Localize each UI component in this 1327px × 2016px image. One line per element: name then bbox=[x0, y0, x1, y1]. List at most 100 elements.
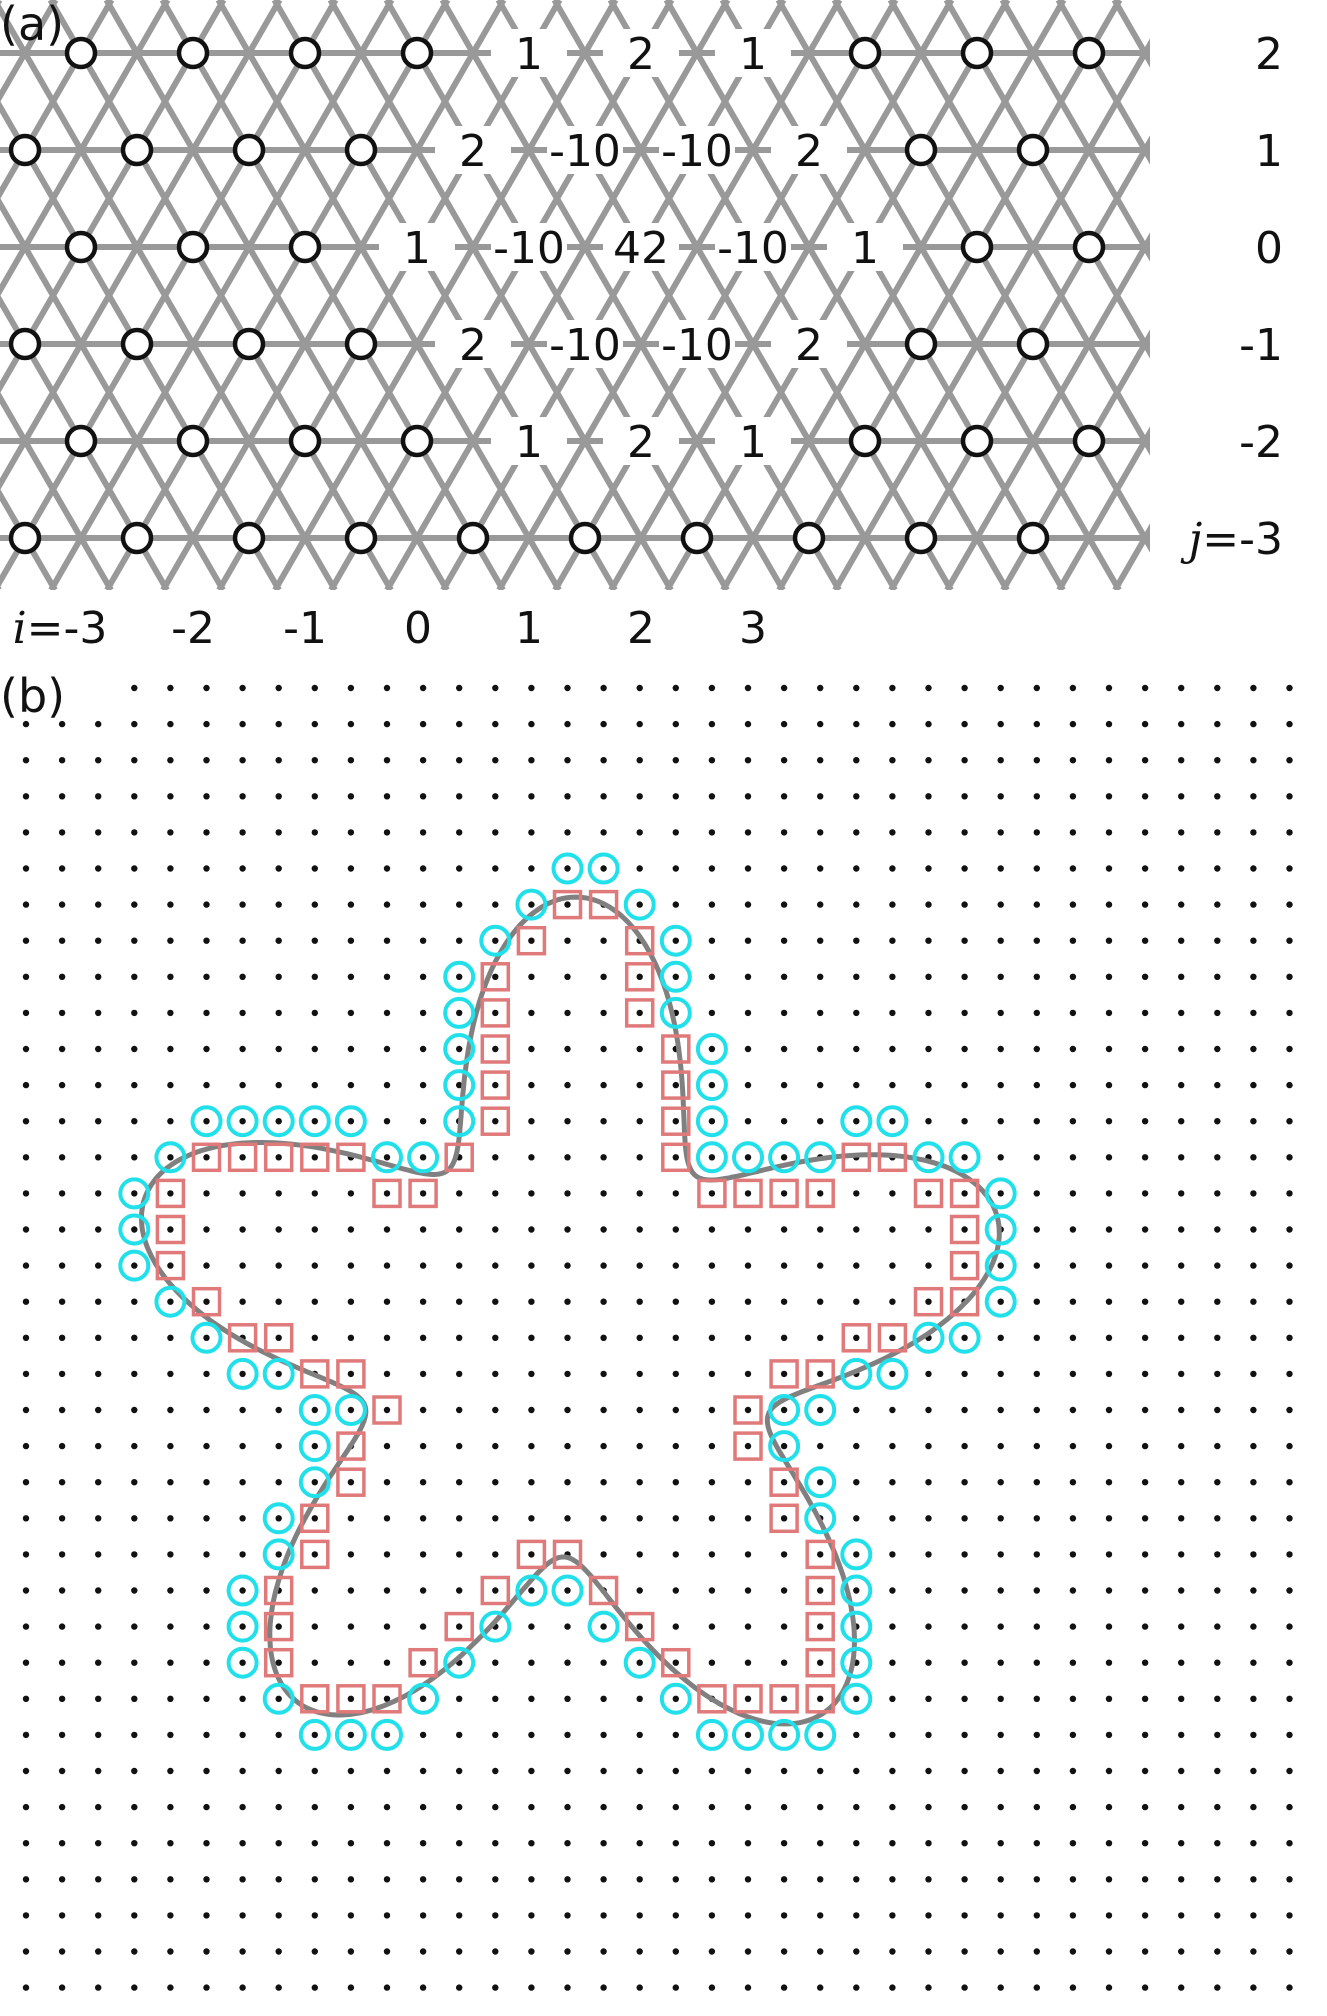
grid-dot bbox=[419, 720, 427, 728]
outer-boundary-node bbox=[443, 1069, 476, 1102]
grid-dot bbox=[744, 1154, 752, 1161]
grid-dot bbox=[311, 1009, 318, 1017]
grid-dot bbox=[744, 720, 752, 728]
grid-dot bbox=[925, 1442, 932, 1450]
inner-boundary-node bbox=[769, 1503, 799, 1534]
grid-dot bbox=[311, 865, 318, 872]
row-label: j=-3 bbox=[1180, 514, 1283, 565]
grid-dot bbox=[817, 973, 824, 980]
grid-dot bbox=[997, 1262, 1004, 1269]
grid-dot bbox=[1105, 720, 1113, 728]
grid-dot bbox=[1178, 901, 1185, 908]
grid-dot bbox=[1105, 1876, 1113, 1883]
coefficient-mask bbox=[659, 126, 735, 174]
row-label: 2 bbox=[1255, 29, 1283, 80]
grid-dot bbox=[997, 1695, 1004, 1703]
grid-dot bbox=[203, 1118, 210, 1125]
grid-dot bbox=[1250, 1190, 1257, 1197]
grid-dot bbox=[167, 1262, 174, 1269]
grid-dot bbox=[780, 1370, 788, 1378]
grid-dot bbox=[528, 1479, 535, 1486]
grid-dot bbox=[780, 684, 788, 692]
grid-dot bbox=[1105, 973, 1113, 980]
grid-dot bbox=[961, 1334, 968, 1342]
grid-dot bbox=[95, 1840, 102, 1847]
grid-dot bbox=[456, 1623, 463, 1630]
lattice-node bbox=[1072, 424, 1106, 458]
grid-dot bbox=[853, 1587, 860, 1594]
grid-dot bbox=[744, 1515, 752, 1522]
grid-dot bbox=[708, 1118, 716, 1125]
grid-dot bbox=[744, 1803, 752, 1811]
outer-boundary-node bbox=[804, 1141, 837, 1174]
grid-dot bbox=[1069, 1515, 1077, 1522]
grid-dot bbox=[961, 901, 968, 908]
grid-dot bbox=[853, 684, 860, 692]
outer-boundary-node bbox=[695, 1069, 728, 1102]
outer-boundary-node bbox=[804, 1466, 837, 1499]
grid-dot bbox=[636, 1370, 643, 1378]
grid-dot bbox=[708, 684, 716, 692]
lattice-edge bbox=[720, 0, 1067, 590]
grid-dot bbox=[492, 865, 499, 872]
grid-dot bbox=[925, 1840, 932, 1847]
grid-dot bbox=[780, 1767, 788, 1775]
outer-boundary-node bbox=[984, 1249, 1017, 1282]
grid-dot bbox=[492, 973, 499, 980]
grid-dot bbox=[1141, 1876, 1149, 1883]
grid-dot bbox=[1250, 1695, 1257, 1703]
grid-dot bbox=[347, 1767, 355, 1775]
grid-dot bbox=[564, 1190, 571, 1197]
grid-dot bbox=[419, 1479, 427, 1486]
grid-dot bbox=[239, 1370, 246, 1378]
grid-dot bbox=[347, 1226, 355, 1233]
grid-dot bbox=[95, 1623, 102, 1630]
grid-dot bbox=[780, 1695, 788, 1703]
grid-dot bbox=[1069, 1154, 1077, 1161]
grid-dot bbox=[1033, 865, 1041, 872]
grid-dot bbox=[636, 1731, 643, 1739]
grid-dot bbox=[961, 720, 968, 728]
grid-dot bbox=[744, 1479, 752, 1486]
grid-dot bbox=[58, 720, 66, 728]
grid-dot bbox=[1069, 1298, 1077, 1305]
grid-dot bbox=[167, 1190, 174, 1197]
grid-dot bbox=[1250, 720, 1257, 728]
outer-boundary-node bbox=[840, 1357, 873, 1390]
inner-boundary-node bbox=[949, 1178, 980, 1209]
grid-dot bbox=[1214, 1515, 1221, 1522]
outer-boundary-node bbox=[732, 1141, 764, 1174]
grid-dot bbox=[1141, 1803, 1149, 1811]
outer-boundary-node bbox=[768, 1430, 801, 1463]
grid-dot bbox=[203, 793, 210, 800]
grid-dot bbox=[528, 1154, 535, 1161]
grid-dot bbox=[1250, 1118, 1257, 1125]
grid-dot bbox=[239, 1984, 246, 1991]
lattice-node bbox=[8, 521, 42, 555]
grid-dot bbox=[600, 1370, 607, 1378]
grid-dot bbox=[744, 973, 752, 980]
grid-dot bbox=[95, 937, 102, 944]
grid-dot bbox=[456, 1298, 463, 1305]
grid-dot bbox=[22, 937, 30, 944]
grid-dot bbox=[636, 1876, 643, 1883]
grid-dot bbox=[708, 1334, 716, 1342]
grid-dot bbox=[131, 1659, 138, 1666]
grid-dot bbox=[708, 901, 716, 908]
grid-dot bbox=[131, 1442, 138, 1450]
grid-dot bbox=[889, 937, 896, 944]
grid-dot bbox=[1286, 1081, 1293, 1089]
grid-dot bbox=[636, 1154, 643, 1161]
grid-dot bbox=[925, 1551, 932, 1558]
lattice-node bbox=[1072, 230, 1106, 264]
grid-dot bbox=[708, 1406, 716, 1414]
grid-dot bbox=[925, 1912, 932, 1919]
grid-dot bbox=[95, 1081, 102, 1089]
grid-dot bbox=[419, 1515, 427, 1522]
grid-dot bbox=[1286, 1118, 1293, 1125]
grid-dot bbox=[564, 1803, 571, 1811]
grid-dot bbox=[853, 1984, 860, 1991]
grid-dot bbox=[600, 1659, 607, 1666]
inner-boundary-node bbox=[552, 1539, 583, 1570]
lattice-edge bbox=[944, 232, 1150, 590]
